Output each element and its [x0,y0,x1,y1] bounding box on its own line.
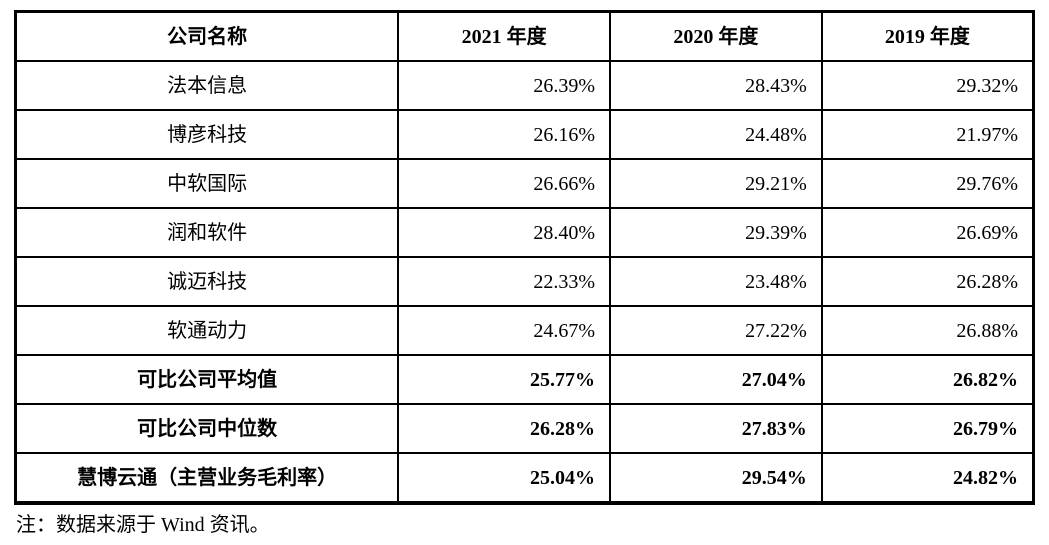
company-name-cell: 可比公司平均值 [14,354,400,405]
table-footnote: 注：数据来源于 Wind 资讯。 [16,514,270,536]
margin-value-cell: 24.82% [820,452,1035,504]
table-row: 润和软件 28.40% 29.39% 26.69% [14,207,1035,258]
margin-value-cell: 27.04% [609,354,823,405]
margin-value-cell: 26.69% [820,207,1035,258]
margin-value-cell: 29.54% [609,452,823,504]
column-header-company-name: 公司名称 [14,10,400,62]
company-name-cell: 法本信息 [14,60,400,111]
column-header-2021: 2021 年度 [397,10,611,62]
margin-value-cell: 26.28% [820,256,1035,307]
company-name-cell: 可比公司中位数 [14,403,400,454]
column-header-2020: 2020 年度 [609,10,823,62]
margin-value-cell: 26.39% [397,60,611,111]
margin-value-cell: 21.97% [820,109,1035,160]
table-row: 软通动力 24.67% 27.22% 26.88% [14,305,1035,356]
margin-value-cell: 29.21% [609,158,823,209]
margin-value-cell: 28.43% [609,60,823,111]
table-row: 法本信息 26.39% 28.43% 29.32% [14,60,1035,111]
table-row: 诚迈科技 22.33% 23.48% 26.28% [14,256,1035,307]
margin-value-cell: 25.77% [397,354,611,405]
table-row: 博彦科技 26.16% 24.48% 21.97% [14,109,1035,160]
margin-value-cell: 24.67% [397,305,611,356]
margin-value-cell: 24.48% [609,109,823,160]
margin-value-cell: 26.16% [397,109,611,160]
gross-margin-comparison-table: 公司名称 2021 年度 2020 年度 2019 年度 法本信息 26.39% 2… [14,10,1035,505]
margin-value-cell: 26.66% [397,158,611,209]
margin-value-cell: 27.22% [609,305,823,356]
table-header-row: 公司名称 2021 年度 2020 年度 2019 年度 [14,10,1035,62]
company-name-cell: 诚迈科技 [14,256,400,307]
table-row: 可比公司平均值 25.77% 27.04% 26.82% [14,354,1035,405]
margin-value-cell: 26.28% [397,403,611,454]
table-body: 法本信息 26.39% 28.43% 29.32% 博彦科技 26.16% 24.48% 21… [14,60,1035,504]
margin-value-cell: 26.79% [820,403,1035,454]
table-row: 可比公司中位数 26.28% 27.83% 26.79% [14,403,1035,454]
margin-value-cell: 22.33% [397,256,611,307]
column-header-2019: 2019 年度 [820,10,1035,62]
margin-value-cell: 29.39% [609,207,823,258]
margin-value-cell: 28.40% [397,207,611,258]
margin-value-cell: 27.83% [609,403,823,454]
margin-value-cell: 29.32% [820,60,1035,111]
company-name-cell: 软通动力 [14,305,400,356]
margin-value-cell: 23.48% [609,256,823,307]
margin-value-cell: 29.76% [820,158,1035,209]
margin-value-cell: 26.88% [820,305,1035,356]
company-name-cell: 中软国际 [14,158,400,209]
company-name-cell: 润和软件 [14,207,400,258]
table-row: 中软国际 26.66% 29.21% 29.76% [14,158,1035,209]
table-row: 慧博云通（主营业务毛利率） 25.04% 29.54% 24.82% [14,452,1035,504]
company-name-cell: 博彦科技 [14,109,400,160]
company-name-cell: 慧博云通（主营业务毛利率） [14,452,400,504]
margin-value-cell: 25.04% [397,452,611,504]
margin-value-cell: 26.82% [820,354,1035,405]
